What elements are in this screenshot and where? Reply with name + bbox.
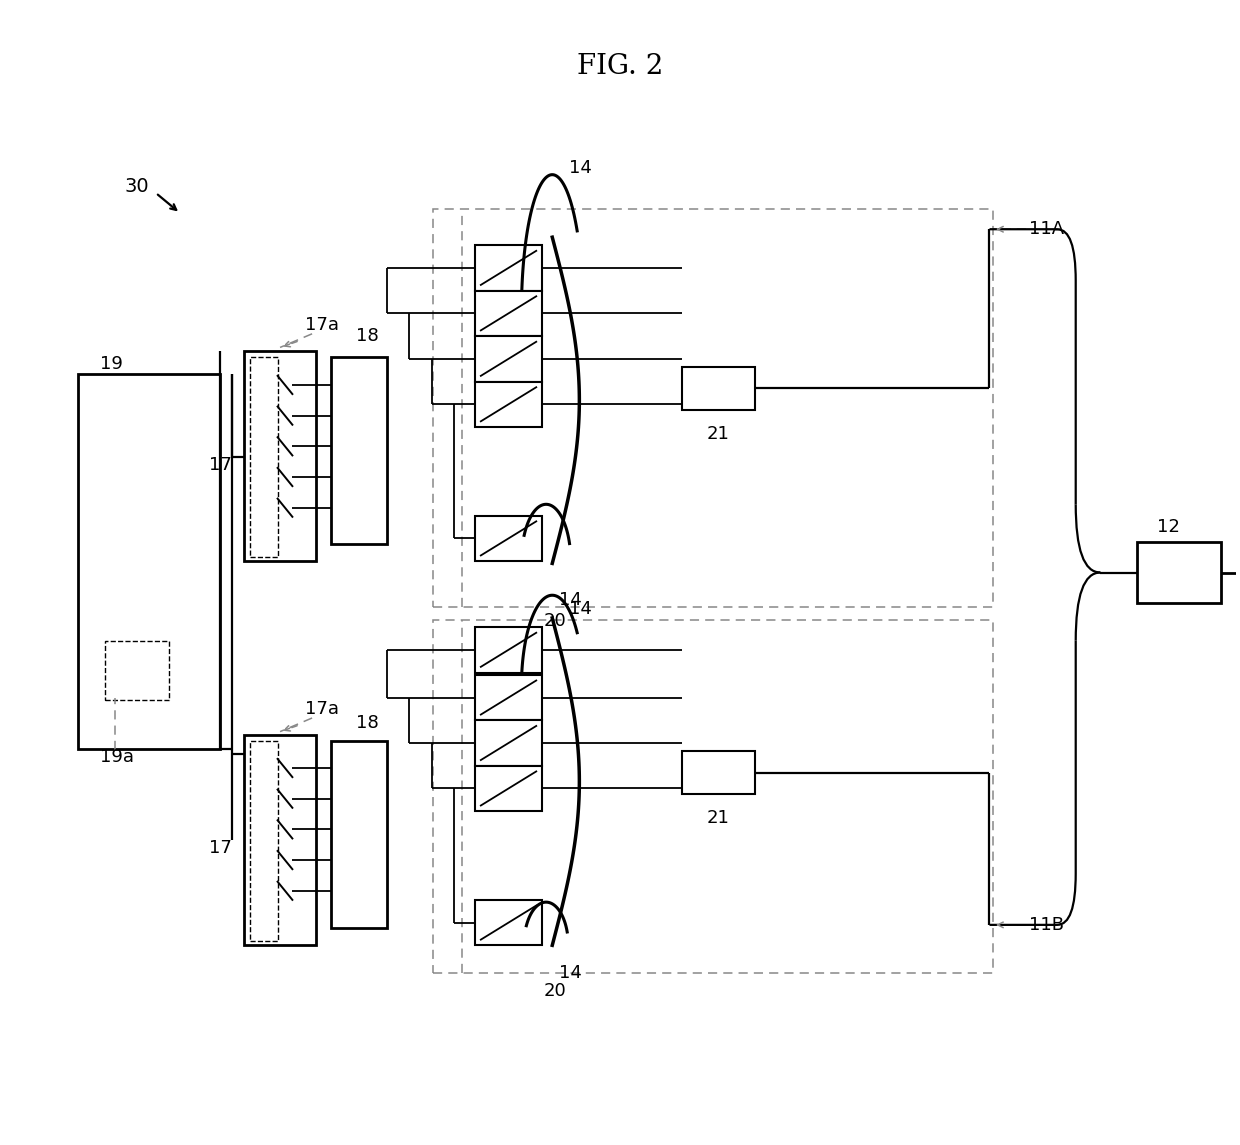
Text: 17a: 17a xyxy=(305,316,339,333)
Bar xyxy=(475,627,542,672)
Bar xyxy=(244,350,316,561)
Bar xyxy=(475,674,542,720)
Bar xyxy=(682,751,755,795)
Text: 19a: 19a xyxy=(100,748,134,766)
Bar xyxy=(1137,542,1221,603)
Bar xyxy=(475,381,542,427)
Text: 18: 18 xyxy=(356,713,379,732)
Bar xyxy=(244,735,316,946)
Bar xyxy=(475,245,542,291)
Bar xyxy=(475,766,542,811)
Bar xyxy=(433,208,993,607)
Text: 14: 14 xyxy=(559,591,582,609)
Bar xyxy=(475,515,542,561)
Text: 21: 21 xyxy=(707,810,730,827)
Bar xyxy=(331,356,387,544)
Text: 18: 18 xyxy=(356,327,379,345)
Text: 20: 20 xyxy=(543,613,567,631)
Bar xyxy=(475,900,542,946)
Text: 30: 30 xyxy=(125,176,150,196)
Text: 17a: 17a xyxy=(305,700,339,718)
Text: 12: 12 xyxy=(1157,518,1179,536)
Text: 11A: 11A xyxy=(1029,220,1064,238)
Text: FIG. 2: FIG. 2 xyxy=(577,53,663,80)
Text: 21: 21 xyxy=(707,425,730,443)
Text: 19: 19 xyxy=(100,355,123,373)
Bar xyxy=(250,741,278,941)
Text: 17: 17 xyxy=(210,456,232,474)
Text: 14: 14 xyxy=(569,600,591,618)
Bar xyxy=(331,741,387,929)
Bar xyxy=(475,720,542,766)
Bar xyxy=(105,641,169,700)
Text: 20: 20 xyxy=(543,981,567,1000)
Text: 14: 14 xyxy=(569,159,591,176)
Bar xyxy=(78,373,219,749)
Text: 17: 17 xyxy=(210,838,232,856)
Bar xyxy=(433,621,993,972)
Bar xyxy=(475,337,542,381)
Bar xyxy=(682,366,755,410)
Bar xyxy=(250,356,278,556)
Text: 11B: 11B xyxy=(1029,916,1064,934)
Text: 14: 14 xyxy=(559,964,582,981)
Bar xyxy=(475,291,542,337)
